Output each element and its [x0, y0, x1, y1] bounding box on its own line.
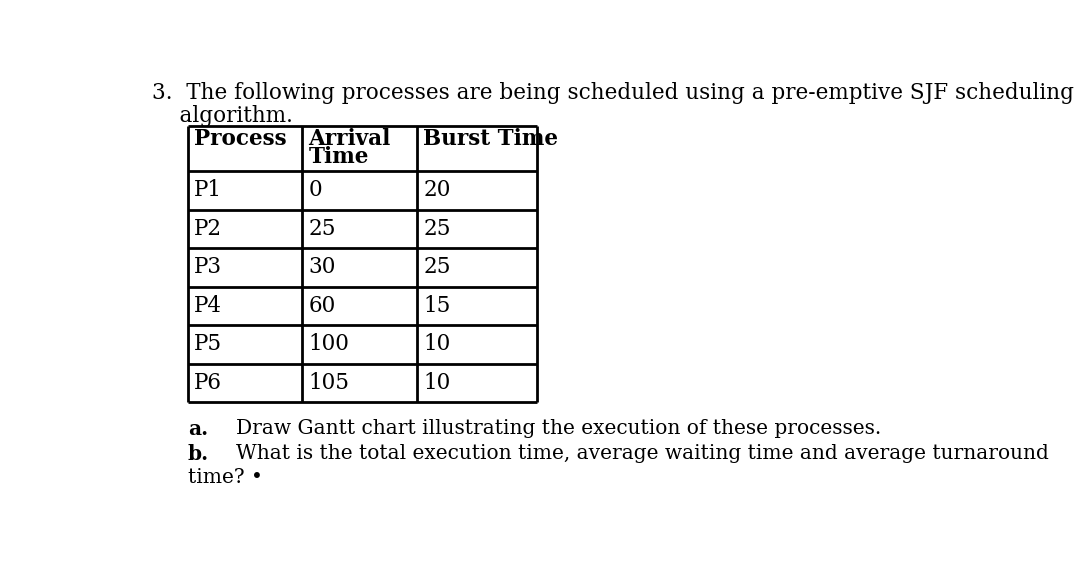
Text: 10: 10: [423, 333, 450, 355]
Text: time? •: time? •: [188, 468, 262, 487]
Text: Burst Time: Burst Time: [423, 128, 558, 150]
Text: 105: 105: [309, 372, 350, 394]
Text: P3: P3: [194, 256, 222, 278]
Text: P4: P4: [194, 295, 221, 317]
Text: 100: 100: [309, 333, 350, 355]
Text: 15: 15: [423, 295, 450, 317]
Text: Draw Gantt chart illustrating the execution of these processes.: Draw Gantt chart illustrating the execut…: [235, 419, 881, 438]
Text: 25: 25: [423, 256, 450, 278]
Text: 30: 30: [309, 256, 336, 278]
Text: 25: 25: [423, 218, 450, 240]
Text: 0: 0: [309, 179, 322, 201]
Text: Time: Time: [309, 146, 369, 168]
Text: a.: a.: [188, 419, 207, 439]
Text: 20: 20: [423, 179, 450, 201]
Text: P1: P1: [194, 179, 221, 201]
Text: 10: 10: [423, 372, 450, 394]
Text: Arrival: Arrival: [309, 128, 391, 150]
Text: 25: 25: [309, 218, 336, 240]
Text: Process: Process: [194, 128, 286, 150]
Text: b.: b.: [188, 444, 208, 464]
Text: 3.  The following processes are being scheduled using a pre-emptive SJF scheduli: 3. The following processes are being sch…: [152, 82, 1074, 104]
Text: 60: 60: [309, 295, 336, 317]
Text: What is the total execution time, average waiting time and average turnaround: What is the total execution time, averag…: [235, 444, 1049, 462]
Text: P5: P5: [194, 333, 222, 355]
Text: algorithm.: algorithm.: [152, 105, 293, 127]
Text: P2: P2: [194, 218, 222, 240]
Text: P6: P6: [194, 372, 221, 394]
